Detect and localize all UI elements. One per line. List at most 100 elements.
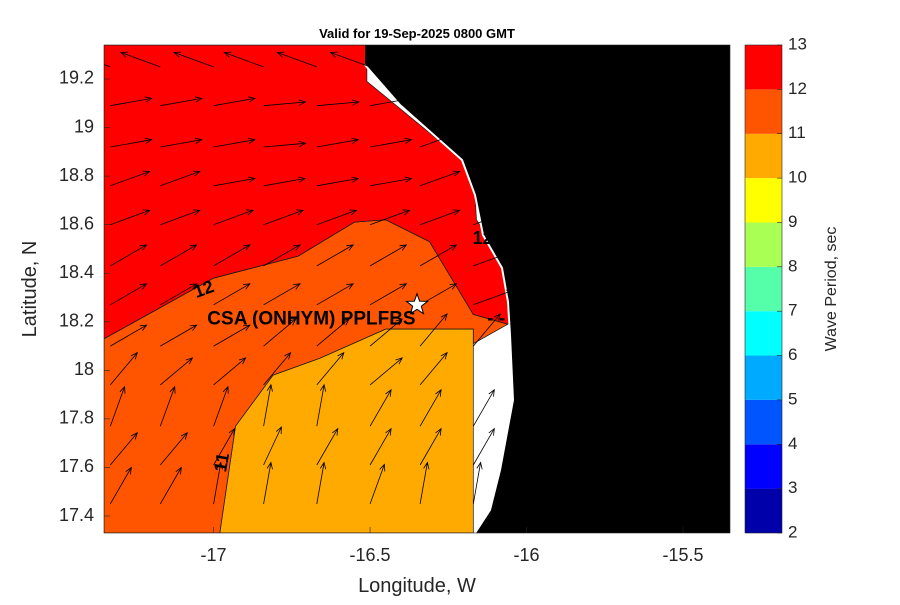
y-tick-label: 18.4 xyxy=(59,262,94,282)
x-tick-label: -16.5 xyxy=(350,545,391,565)
region-11-12 xyxy=(104,219,508,533)
wave-arrow-head xyxy=(130,432,138,440)
wave-arrow xyxy=(160,324,198,347)
wave-arrow xyxy=(159,432,188,466)
region-12-13 xyxy=(104,45,530,339)
wave-arrow-head xyxy=(423,461,430,470)
wave-arrow-head xyxy=(404,137,413,144)
wave-arrow-head xyxy=(189,244,198,251)
wave-arrow-shaft xyxy=(473,251,513,267)
wave-arrow-shaft xyxy=(213,98,255,107)
wave-arrow-head xyxy=(505,131,514,138)
wave-arrow-head xyxy=(404,176,413,183)
wave-arrow-shaft xyxy=(263,178,306,187)
wave-arrow-shaft xyxy=(419,90,460,107)
wave-arrow-head xyxy=(440,313,448,321)
wave-arrow-shaft xyxy=(419,389,442,427)
station: CSA (ONHYM) PPLFBS - - xyxy=(207,292,505,329)
wave-arrow-head xyxy=(298,176,307,183)
wave-arrow-shaft xyxy=(263,283,301,306)
wave-arrow-shaft xyxy=(213,209,254,226)
wave-arrow-shaft xyxy=(369,244,407,267)
wave-arrow-head xyxy=(266,461,273,470)
wave-arrow-shaft xyxy=(419,132,460,148)
wave-arrow xyxy=(213,461,223,504)
wave-arrow xyxy=(213,137,256,148)
colorbar-tick-label: 10 xyxy=(788,168,807,187)
wave-arrow xyxy=(160,209,201,226)
wave-arrow-shaft xyxy=(433,52,474,68)
wave-arrow xyxy=(369,388,392,427)
wave-arrow-shaft xyxy=(120,52,161,68)
wave-arrow-head xyxy=(248,137,256,144)
wave-arrow-head xyxy=(139,324,148,331)
wave-arrow-shaft xyxy=(213,178,255,187)
wave-arrow-head xyxy=(142,209,151,216)
wave-arrow-shaft xyxy=(263,426,282,466)
wave-arrow-head xyxy=(332,427,339,436)
wave-arrow-head xyxy=(169,385,176,394)
wave-arrow-head xyxy=(298,99,307,106)
wave-arrow-shaft xyxy=(159,432,188,466)
wave-arrow xyxy=(263,318,297,347)
y-axis: 17.4 17.6 17.8 18 18.2 18.4 18.6 18.8 19 19.2 xyxy=(59,68,110,525)
wave-arrow xyxy=(160,357,194,386)
wave-period-regions xyxy=(104,45,530,533)
wave-arrow xyxy=(316,209,358,226)
plot-frame xyxy=(103,44,731,534)
wave-arrow xyxy=(263,140,307,148)
wave-arrow-head xyxy=(248,96,256,103)
wave-arrow-head xyxy=(449,283,458,290)
y-tick-label: 18.2 xyxy=(59,311,94,331)
wave-arrow-head xyxy=(180,432,188,440)
wave-arrow-shaft xyxy=(110,244,147,267)
wave-arrow xyxy=(263,351,292,386)
wave-arrow-head xyxy=(242,324,251,331)
wave-arrow-head xyxy=(452,209,461,216)
wave-arrow xyxy=(263,244,301,267)
wave-arrow xyxy=(213,96,256,107)
wave-arrow-head xyxy=(399,283,408,290)
colorbar-tick-label: 8 xyxy=(788,256,797,275)
wave-arrow xyxy=(419,351,448,386)
wave-arrow-shaft xyxy=(316,244,354,267)
wave-arrow-shaft xyxy=(159,467,182,505)
wave-arrow-shaft xyxy=(109,352,138,386)
wave-arrow-shaft xyxy=(213,357,246,386)
wave-arrow-shaft xyxy=(213,462,222,504)
wave-arrow-head xyxy=(223,51,232,58)
wave-arrow-head xyxy=(139,283,148,290)
wave-direction-arrows xyxy=(104,51,514,505)
wave-arrow-head xyxy=(404,96,413,103)
wave-arrow xyxy=(160,170,201,187)
wave-arrow-head xyxy=(130,351,138,360)
wave-arrow xyxy=(213,385,229,427)
wave-arrow-shaft xyxy=(419,171,460,187)
wave-arrow-head xyxy=(119,51,128,58)
station-label: CSA (ONHYM) PPLFBS xyxy=(207,308,415,329)
chart-title: Valid for 19-Sep-2025 0800 GMT xyxy=(319,26,515,41)
wave-arrow-shaft xyxy=(316,462,325,504)
wave-arrow xyxy=(263,383,273,427)
wave-arrow-head xyxy=(189,324,198,331)
wave-arrow-shaft xyxy=(160,209,200,226)
wave-arrow-shaft xyxy=(419,428,442,466)
wave-arrow-shaft xyxy=(369,209,410,226)
wave-arrow-shaft xyxy=(160,283,197,306)
wave-arrow-head xyxy=(452,170,461,177)
wave-arrow-shaft xyxy=(380,52,421,68)
colorbar-tick-label: 2 xyxy=(788,522,797,541)
colorbar-tick-label: 9 xyxy=(788,212,797,231)
wave-arrow-head xyxy=(505,250,514,257)
wave-arrow-shaft xyxy=(263,352,291,386)
wave-arrow-head xyxy=(351,176,360,183)
colorbar-swatch xyxy=(745,311,782,356)
wave-arrow-shaft xyxy=(473,132,513,148)
wave-arrow-shaft xyxy=(370,98,412,107)
wave-arrow-head xyxy=(275,426,282,435)
colorbar-tick-label: 3 xyxy=(788,478,797,497)
wave-arrow-shaft xyxy=(110,139,152,148)
wave-arrow-head xyxy=(452,90,461,97)
